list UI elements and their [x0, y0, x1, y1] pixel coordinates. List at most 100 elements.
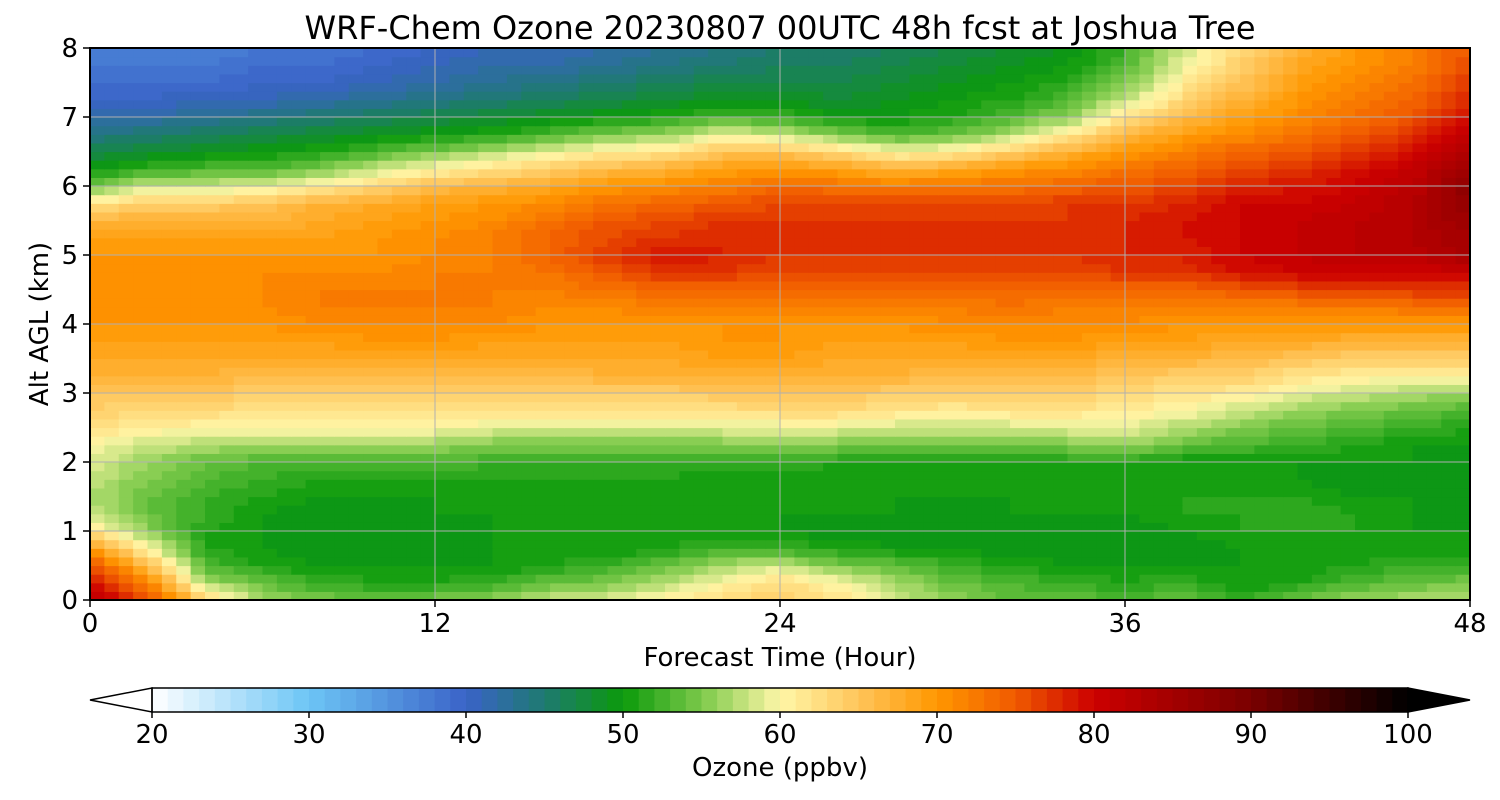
heatmap-cell [320, 531, 335, 541]
heatmap-cell [492, 160, 508, 170]
heatmap-cell [1340, 453, 1356, 463]
heatmap-cell [1326, 513, 1342, 523]
heatmap-cell [578, 229, 594, 239]
heatmap-cell [1196, 272, 1212, 282]
heatmap-cell [391, 220, 407, 230]
heatmap-cell [118, 591, 134, 601]
heatmap-cell [1283, 203, 1299, 213]
heatmap-cell [1225, 160, 1241, 170]
heatmap-cell [1369, 513, 1385, 523]
heatmap-cell [665, 539, 680, 549]
heatmap-cell [1067, 211, 1083, 222]
heatmap-cell [420, 358, 436, 368]
heatmap-cell [765, 194, 781, 204]
heatmap-cell [621, 548, 637, 558]
heatmap-cell [708, 237, 724, 247]
heatmap-cell [233, 591, 249, 601]
heatmap-cell [880, 272, 896, 282]
heatmap-cell [880, 470, 896, 480]
heatmap-cell [463, 263, 479, 273]
heatmap-cell [1254, 496, 1270, 506]
heatmap-cell [205, 332, 220, 342]
heatmap-cell [751, 539, 767, 549]
heatmap-cell [363, 531, 379, 541]
heatmap-cell [276, 194, 292, 204]
heatmap-cell [391, 487, 407, 498]
heatmap-cell [823, 332, 839, 342]
heatmap-cell [478, 255, 494, 265]
heatmap-cell [621, 470, 637, 480]
heatmap-cell [564, 384, 580, 394]
heatmap-cell [1369, 453, 1385, 463]
heatmap-cell [348, 574, 364, 584]
heatmap-cell [895, 203, 910, 213]
heatmap-cell [1139, 194, 1155, 204]
heatmap-cell [1283, 548, 1299, 558]
heatmap-cell [736, 462, 752, 472]
heatmap-cell [420, 349, 436, 360]
heatmap-cell [1125, 298, 1140, 308]
heatmap-cell [1168, 591, 1184, 601]
heatmap-cell [938, 410, 954, 420]
heatmap-cell [1096, 229, 1112, 239]
heatmap-cell [1455, 565, 1471, 575]
heatmap-cell [708, 418, 724, 429]
heatmap-cell [966, 574, 982, 584]
heatmap-cell [1311, 367, 1327, 377]
heatmap-cell [521, 272, 537, 282]
heatmap-cell [765, 177, 781, 187]
heatmap-cell [492, 548, 508, 558]
heatmap-cell [1125, 341, 1140, 351]
heatmap-cell [1297, 453, 1313, 463]
heatmap-cell [607, 341, 623, 351]
heatmap-cell [1168, 246, 1184, 256]
heatmap-cell [938, 306, 954, 316]
heatmap-cell [1225, 539, 1241, 549]
heatmap-cell [1283, 306, 1299, 316]
heatmap-cell [895, 591, 910, 601]
heatmap-cell [391, 375, 407, 385]
heatmap-cell [1311, 280, 1327, 291]
heatmap-cell [449, 349, 465, 360]
heatmap-cell [966, 410, 982, 420]
heatmap-cell [938, 418, 954, 429]
heatmap-cell [276, 582, 292, 592]
heatmap-cell [205, 358, 220, 368]
heatmap-cell [463, 418, 479, 429]
heatmap-cell [506, 582, 522, 592]
heatmap-cell [1426, 341, 1442, 351]
heatmap-cell [463, 496, 479, 506]
heatmap-cell [866, 168, 882, 178]
heatmap-cell [1225, 418, 1241, 429]
heatmap-cell [995, 298, 1011, 308]
heatmap-cell [909, 237, 925, 247]
heatmap-cell [722, 444, 738, 454]
heatmap-cell [995, 211, 1011, 222]
heatmap-cell [765, 487, 781, 498]
heatmap-cell [1355, 393, 1370, 403]
heatmap-cell [133, 444, 149, 454]
heatmap-cell [348, 298, 364, 308]
heatmap-cell [938, 401, 954, 411]
heatmap-cell [1196, 263, 1212, 273]
heatmap-cell [133, 194, 149, 204]
heatmap-cell [981, 160, 997, 170]
heatmap-cell [578, 246, 594, 256]
heatmap-cell [535, 556, 551, 567]
heatmap-cell [679, 436, 695, 446]
heatmap-cell [665, 186, 680, 196]
heatmap-cell [981, 177, 997, 187]
heatmap-cell [1283, 436, 1299, 446]
heatmap-cell [1153, 186, 1169, 196]
heatmap-cell [1297, 151, 1313, 161]
heatmap-cell [895, 565, 910, 575]
heatmap-cell [291, 470, 307, 480]
heatmap-cell [248, 470, 264, 480]
heatmap-cell [1168, 186, 1184, 196]
heatmap-cell [219, 436, 235, 446]
heatmap-cell [1225, 220, 1241, 230]
heatmap-cell [161, 375, 177, 385]
heatmap-cell [521, 582, 537, 592]
heatmap-cell [348, 349, 364, 360]
heatmap-cell [981, 306, 997, 316]
